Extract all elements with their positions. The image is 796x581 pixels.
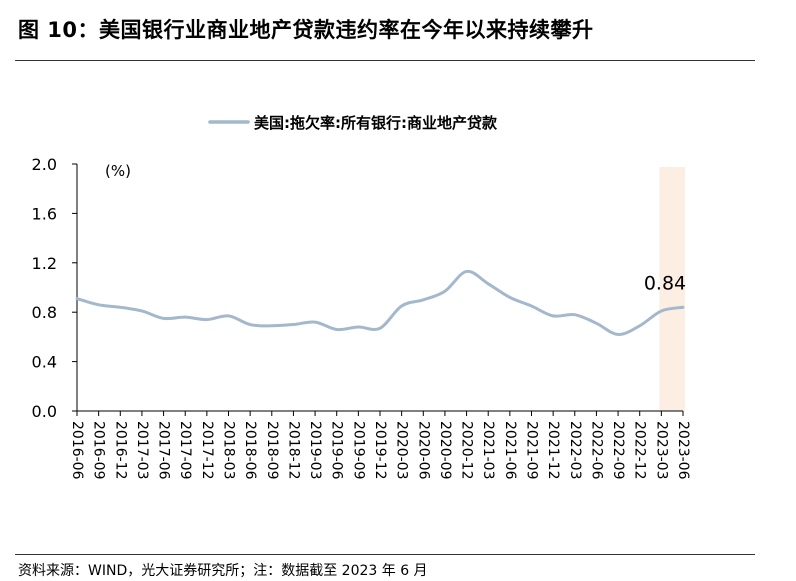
x-tick-label: 2021-09 [524,421,540,480]
x-tick-label: 2020-12 [459,421,475,479]
y-tick-label: 0.8 [32,303,57,322]
figure-title: 图 10：美国银行业商业地产贷款违约率在今年以来持续攀升 [18,18,594,42]
x-tick-label: 2016-09 [91,421,107,480]
x-tick-label: 2022-06 [588,421,604,480]
x-tick-label: 2019-03 [307,421,323,480]
data-point [422,298,425,301]
data-point [508,296,511,299]
data-point [357,326,360,329]
x-tick-label: 2018-03 [221,421,237,480]
series-line [75,269,685,336]
x-tick-label: 2017-06 [156,421,172,480]
highlight-band [659,167,685,411]
x-tick-label: 2017-03 [134,421,150,480]
x-tick-label: 2020-09 [437,421,453,480]
footer-divider [15,554,755,555]
y-axis-unit-label: (%) [105,162,131,180]
x-tick-label: 2021-12 [545,421,561,480]
data-point [638,324,641,327]
y-axis: 0.0 0.4 0.8 1.2 1.6 2.0 [32,155,78,421]
data-point [465,270,468,273]
x-tick-label: 2021-03 [480,421,496,480]
data-point [162,317,165,320]
data-point [487,282,490,285]
data-point [270,324,273,327]
data-point [444,290,447,293]
data-point [119,306,122,309]
x-tick-label: 2018-06 [242,421,258,480]
data-point [379,327,382,330]
x-tick-label: 2023-06 [675,421,691,480]
data-point [292,323,295,326]
x-tick-label: 2019-09 [350,421,366,480]
source-note: 资料来源：WIND，光大证券研究所；注：数据截至 2023 年 6 月 [18,563,428,579]
annotations: 0.84 [644,272,686,294]
data-point [249,323,252,326]
data-point [335,328,338,331]
x-tick-label: 2018-12 [285,421,301,480]
x-tick-label: 2023-03 [653,421,669,480]
x-axis: 2016-06 2016-09 2016-12 2017-03 2017-06 2017-… [69,410,691,480]
x-tick-label: 2020-03 [394,421,410,480]
data-point [97,303,100,306]
x-tick-label: 2022-12 [632,421,648,480]
y-tick-label: 0.4 [32,353,57,372]
data-point [573,313,576,316]
data-point [530,305,533,308]
legend-label: 美国:拖欠率:所有银行:商业地产贷款 [254,114,498,132]
data-point [595,322,598,325]
data-point [314,321,317,324]
x-tick-label: 2016-06 [69,421,85,480]
data-point [205,318,208,321]
data-point [552,315,555,318]
x-tick-label: 2017-12 [199,421,215,480]
x-tick-label: 2019-06 [329,421,345,480]
x-tick-label: 2022-09 [610,421,626,480]
data-point [76,297,79,300]
data-point [617,333,620,336]
x-tick-label: 2020-06 [415,421,431,480]
y-tick-label: 1.6 [32,204,57,223]
x-tick-label: 2019-12 [372,421,388,480]
y-tick-label: 0.0 [32,402,57,421]
x-tick-label: 2017-09 [177,421,193,480]
x-tick-label: 2022-03 [567,421,583,480]
data-label: 0.84 [644,272,686,294]
x-tick-label: 2018-09 [264,421,280,480]
data-point [682,306,685,309]
x-tick-label: 2021-06 [502,421,518,480]
data-point [660,310,663,313]
data-points [76,270,685,336]
data-point [227,315,230,318]
title-divider [15,60,755,61]
y-tick-label: 1.2 [32,254,57,273]
x-tick-label: 2016-12 [112,421,128,480]
data-point [400,305,403,308]
data-point [141,310,144,313]
data-point [184,316,187,319]
y-tick-label: 2.0 [32,155,57,174]
